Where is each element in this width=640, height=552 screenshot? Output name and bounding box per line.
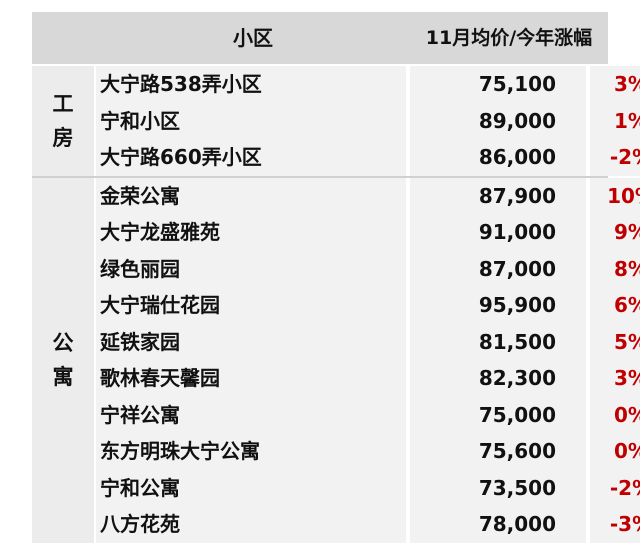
price-change: -2% (590, 139, 640, 176)
table-row: 金荣公寓 87,900 10% (96, 177, 640, 214)
table-row: 大宁路660弄小区 86,000 -2% (96, 139, 640, 176)
community-name: 东方明珠大宁公寓 (96, 433, 408, 470)
avg-price: 87,000 (410, 250, 588, 287)
community-name: 八方花苑 (96, 506, 408, 543)
community-name: 绿色丽园 (96, 250, 408, 287)
group-gongfang: 工房 大宁路538弄小区 75,100 3% 宁和小区 89,000 1% 大宁… (32, 66, 640, 176)
community-name: 大宁路538弄小区 (96, 66, 408, 103)
table-header: 小区 11月均价/今年涨幅 (32, 12, 608, 66)
price-table: 小区 11月均价/今年涨幅 工房 大宁路538弄小区 75,100 3% 宁和小… (32, 12, 640, 543)
table-row: 宁和小区 89,000 1% (96, 102, 640, 139)
avg-price: 75,100 (410, 66, 588, 103)
community-name: 大宁路660弄小区 (96, 139, 408, 176)
community-name: 宁和小区 (96, 102, 408, 139)
avg-price: 86,000 (410, 139, 588, 176)
avg-price: 75,600 (410, 433, 588, 470)
avg-price: 82,300 (410, 360, 588, 397)
table-row: 大宁龙盛雅苑 91,000 9% (96, 214, 640, 251)
price-change: 8% (590, 250, 640, 287)
table-row: 大宁路538弄小区 75,100 3% (96, 66, 640, 103)
price-change: 6% (590, 287, 640, 324)
price-change: 3% (590, 66, 640, 103)
table-row: 延铁家园 81,500 5% (96, 323, 640, 360)
avg-price: 89,000 (410, 102, 588, 139)
avg-price: 81,500 (410, 323, 588, 360)
avg-price: 91,000 (410, 214, 588, 251)
avg-price: 75,000 (410, 396, 588, 433)
community-name: 金荣公寓 (96, 177, 408, 214)
avg-price: 73,500 (410, 469, 588, 506)
avg-price: 87,900 (410, 177, 588, 214)
table-row: 宁和公寓 73,500 -2% (96, 469, 640, 506)
avg-price: 95,900 (410, 287, 588, 324)
price-change: 1% (590, 102, 640, 139)
category-cell: 公寓 (32, 177, 96, 543)
avg-price: 78,000 (410, 506, 588, 543)
table-row: 东方明珠大宁公寓 75,600 0% (96, 433, 640, 470)
price-change: -3% (590, 506, 640, 543)
header-name: 小区 (233, 26, 273, 50)
category-label: 公寓 (52, 331, 74, 389)
category-cell: 工房 (32, 66, 96, 176)
community-name: 大宁龙盛雅苑 (96, 214, 408, 251)
price-change: 3% (590, 360, 640, 397)
price-change: 5% (590, 323, 640, 360)
price-change: 10% (590, 177, 640, 214)
group-gongyu: 公寓 金荣公寓 87,900 10% 大宁龙盛雅苑 91,000 9% 绿色丽园… (32, 175, 640, 543)
table-row: 歌林春天馨园 82,300 3% (96, 360, 640, 397)
table-row: 绿色丽园 87,000 8% (96, 250, 640, 287)
table-row: 大宁瑞仕花园 95,900 6% (96, 287, 640, 324)
category-label: 工房 (52, 91, 74, 150)
price-change: 9% (590, 214, 640, 251)
price-change: -2% (590, 469, 640, 506)
table-row: 八方花苑 78,000 -3% (96, 506, 640, 543)
community-name: 宁祥公寓 (96, 396, 408, 433)
community-name: 大宁瑞仕花园 (96, 287, 408, 324)
table-row: 宁祥公寓 75,000 0% (96, 396, 640, 433)
price-change: 0% (590, 396, 640, 433)
community-name: 延铁家园 (96, 323, 408, 360)
header-price: 11月均价/今年涨幅 (425, 27, 593, 49)
price-change: 0% (590, 433, 640, 470)
community-name: 歌林春天馨园 (96, 360, 408, 397)
community-name: 宁和公寓 (96, 469, 408, 506)
